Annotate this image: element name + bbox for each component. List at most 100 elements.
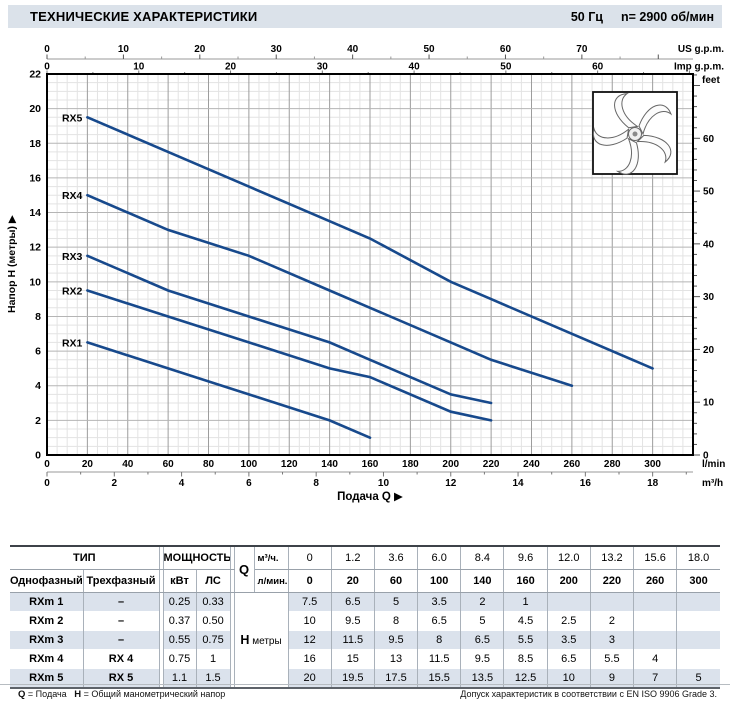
curve-label-RX3: RX3	[62, 251, 83, 263]
svg-text:8: 8	[313, 478, 319, 489]
svg-text:300: 300	[644, 459, 661, 470]
title-bar: ТЕХНИЧЕСКИЕ ХАРАКТЕРИСТИКИ 50 Гц n= 2900…	[8, 5, 722, 28]
power-kw-value: 0.37	[162, 611, 197, 631]
svg-text:60: 60	[592, 62, 604, 73]
curve-RX2: RX2	[62, 285, 493, 422]
svg-text:10: 10	[133, 62, 145, 73]
spec-row-RXm-5: RXm 5 RX 5 1.1 1.5 20 19.5 17.5 15.5 13.5 12.5 10 9…	[10, 668, 720, 688]
svg-text:60: 60	[163, 459, 175, 470]
head-value: 6.5	[417, 611, 462, 631]
q-unit-m3h: м³/ч.	[253, 546, 289, 570]
svg-text:140: 140	[321, 459, 338, 470]
model-single-phase: RXm 2	[10, 611, 84, 631]
curve-label-RX5: RX5	[62, 112, 83, 124]
flow-lmin-value: 20	[330, 569, 375, 593]
power-hp-value: 0.50	[195, 611, 231, 631]
head-value: 12	[287, 630, 332, 650]
head-value	[676, 630, 720, 650]
svg-text:40: 40	[409, 62, 421, 73]
svg-text:260: 260	[564, 459, 581, 470]
axis-us-gpm: 0 10 20 30 40 50 60 70 US g.p.m.	[44, 44, 724, 60]
svg-text:0: 0	[35, 450, 41, 462]
q-unit-lmin: л/мин.	[253, 569, 289, 593]
plot-border	[46, 73, 694, 456]
svg-text:220: 220	[483, 459, 500, 470]
svg-text:14: 14	[29, 207, 41, 219]
q-definition: = Подача	[27, 689, 67, 699]
svg-text:18: 18	[29, 138, 41, 150]
model-single-phase: RXm 4	[10, 649, 84, 669]
svg-text:16: 16	[580, 478, 592, 489]
svg-text:16: 16	[29, 172, 41, 184]
column-gap	[159, 668, 164, 688]
curve-label-RX4: RX4	[62, 190, 83, 202]
svg-text:200: 200	[442, 459, 459, 470]
svg-text:m³/h: m³/h	[702, 478, 723, 489]
svg-text:20: 20	[29, 103, 41, 115]
power-kw-value: 0.25	[162, 592, 197, 612]
head-value: 3	[589, 630, 635, 650]
head-value: 20	[287, 668, 332, 688]
model-single-phase: RXm 1	[10, 592, 84, 612]
head-value: 9.5	[373, 630, 419, 650]
spec-row-RXm-4: RXm 4 RX 4 0.75 1 16 15 13 11.5 9.5 8.5 6.5 5.5 4	[10, 649, 720, 669]
svg-text:280: 280	[604, 459, 621, 470]
flow-lmin-value: 300	[676, 569, 720, 593]
svg-text:6: 6	[35, 346, 41, 358]
pump-curves-chart: 0 10 20 30 40 50 60 70 US g.p.m.0 10 20 30 40 50 60 Imp…	[6, 44, 725, 503]
svg-text:60: 60	[500, 44, 512, 55]
axis-imp-gpm: 0 10 20 30 40 50 60 Imp g.p.m.	[44, 62, 724, 74]
head-value: 6.5	[330, 592, 375, 612]
head-value: 7	[633, 668, 678, 688]
head-value: 13.5	[460, 668, 505, 688]
head-value: 1	[503, 592, 548, 612]
tolerance-note: Допуск характеристик в соответствии с EN…	[460, 689, 717, 699]
power-hp-value: 0.75	[195, 630, 231, 650]
svg-text:180: 180	[402, 459, 419, 470]
svg-text:30: 30	[271, 44, 283, 55]
svg-text:80: 80	[203, 459, 215, 470]
head-value: 2.5	[546, 611, 591, 631]
curve-label-RX2: RX2	[62, 285, 83, 297]
type-header: ТИП	[10, 546, 160, 570]
head-value: 3.5	[417, 592, 462, 612]
power-hp-value: 1	[195, 649, 231, 669]
flow-lmin-value: 60	[373, 569, 419, 593]
model-single-phase: RXm 5	[10, 668, 84, 688]
flow-m3h-value: 12.0	[546, 546, 591, 570]
head-value: 11.5	[417, 649, 462, 669]
curve-RX4: RX4	[62, 190, 574, 388]
flow-m3h-value: 18.0	[676, 546, 720, 570]
head-meters-label: Н метры	[233, 592, 289, 688]
svg-text:10: 10	[703, 398, 715, 409]
frequency-speed: 50 Гц n= 2900 об/мин	[571, 10, 714, 24]
axis-m3h: 0 2 4 6 8 10 12 14 16 18 m³/h	[44, 471, 723, 489]
svg-text:US g.p.m.: US g.p.m.	[678, 44, 724, 55]
head-value: 9	[589, 668, 635, 688]
x-axis-title: Подача Q ▶	[337, 491, 403, 503]
impeller-image	[592, 91, 678, 175]
column-gap	[159, 630, 164, 650]
svg-text:20: 20	[194, 44, 206, 55]
spec-table: ТИП МОЩНОСТЬ Q м³/ч. 0 1.2 3.6 6.0 8.4 9.6 12.…	[10, 545, 720, 689]
svg-text:4: 4	[179, 478, 185, 489]
model-three-phase: RX 4	[82, 649, 160, 669]
power-kw-value: 0.75	[162, 649, 197, 669]
power-kw-value: 1.1	[162, 668, 197, 688]
flow-lmin-value: 160	[503, 569, 548, 593]
frequency-value: 50 Гц	[570, 9, 603, 24]
svg-text:50: 50	[703, 187, 715, 198]
q-header: Q	[233, 546, 255, 593]
head-value: 4.5	[503, 611, 548, 631]
kw-header: кВт	[162, 569, 197, 593]
head-value: 5.5	[503, 630, 548, 650]
model-three-phase: –	[82, 630, 160, 650]
svg-text:240: 240	[523, 459, 540, 470]
flow-lmin-value: 260	[633, 569, 678, 593]
svg-text:160: 160	[362, 459, 379, 470]
power-header: МОЩНОСТЬ	[162, 546, 231, 570]
svg-text:100: 100	[241, 459, 258, 470]
svg-text:0: 0	[44, 62, 50, 73]
flow-m3h-value: 9.6	[503, 546, 548, 570]
svg-text:30: 30	[317, 62, 329, 73]
